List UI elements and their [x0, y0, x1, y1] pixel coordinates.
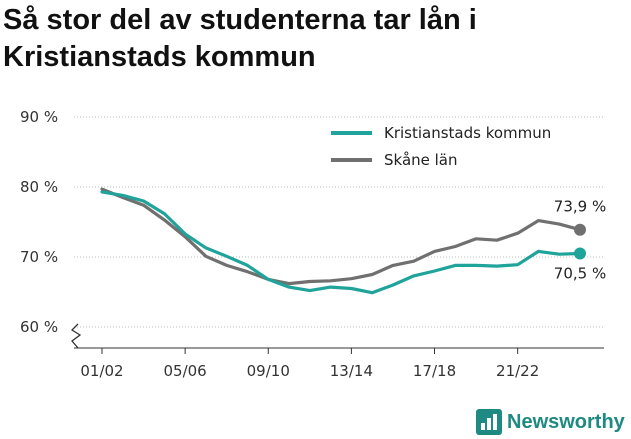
x-axis: 01/02 05/06 09/10 13/14 17/18 21/22: [74, 347, 604, 380]
series-lines: 70,5 % 73,9 %: [100, 187, 606, 295]
series-end-label: 73,9 %: [554, 198, 606, 216]
newsworthy-brand: Newsworthy: [476, 407, 625, 437]
series-line: [100, 187, 582, 286]
brand-name: Newsworthy: [507, 410, 625, 433]
x-tick-label: 17/18: [413, 362, 456, 380]
series-end-marker: [574, 223, 586, 236]
legend: Kristianstads kommun Skåne län: [331, 124, 551, 169]
y-tick-label: 80 %: [20, 178, 58, 196]
axis-break-zigzag: [70, 323, 82, 349]
series-end-marker: [574, 247, 586, 260]
y-tick-label: 60 %: [20, 318, 58, 336]
legend-label: Skåne län: [384, 151, 458, 169]
series-line: [100, 190, 582, 295]
legend-label: Kristianstads kommun: [384, 124, 551, 142]
series-end-label: 70,5 %: [554, 265, 606, 283]
x-tick-label: 09/10: [247, 362, 290, 380]
x-tick-label: 21/22: [496, 362, 539, 380]
chart-title: Så stor del av studenterna tar lån i Kri…: [3, 4, 477, 73]
x-tick-label: 13/14: [330, 362, 373, 380]
y-axis: 60 % 70 % 80 % 90 %: [20, 108, 82, 349]
y-tick-label: 70 %: [20, 248, 58, 266]
x-tick-label: 01/02: [80, 362, 123, 380]
y-tick-label: 90 %: [20, 108, 58, 126]
newsworthy-logo-icon: [476, 409, 502, 435]
x-tick-label: 05/06: [164, 362, 207, 380]
gridlines: [74, 116, 604, 328]
